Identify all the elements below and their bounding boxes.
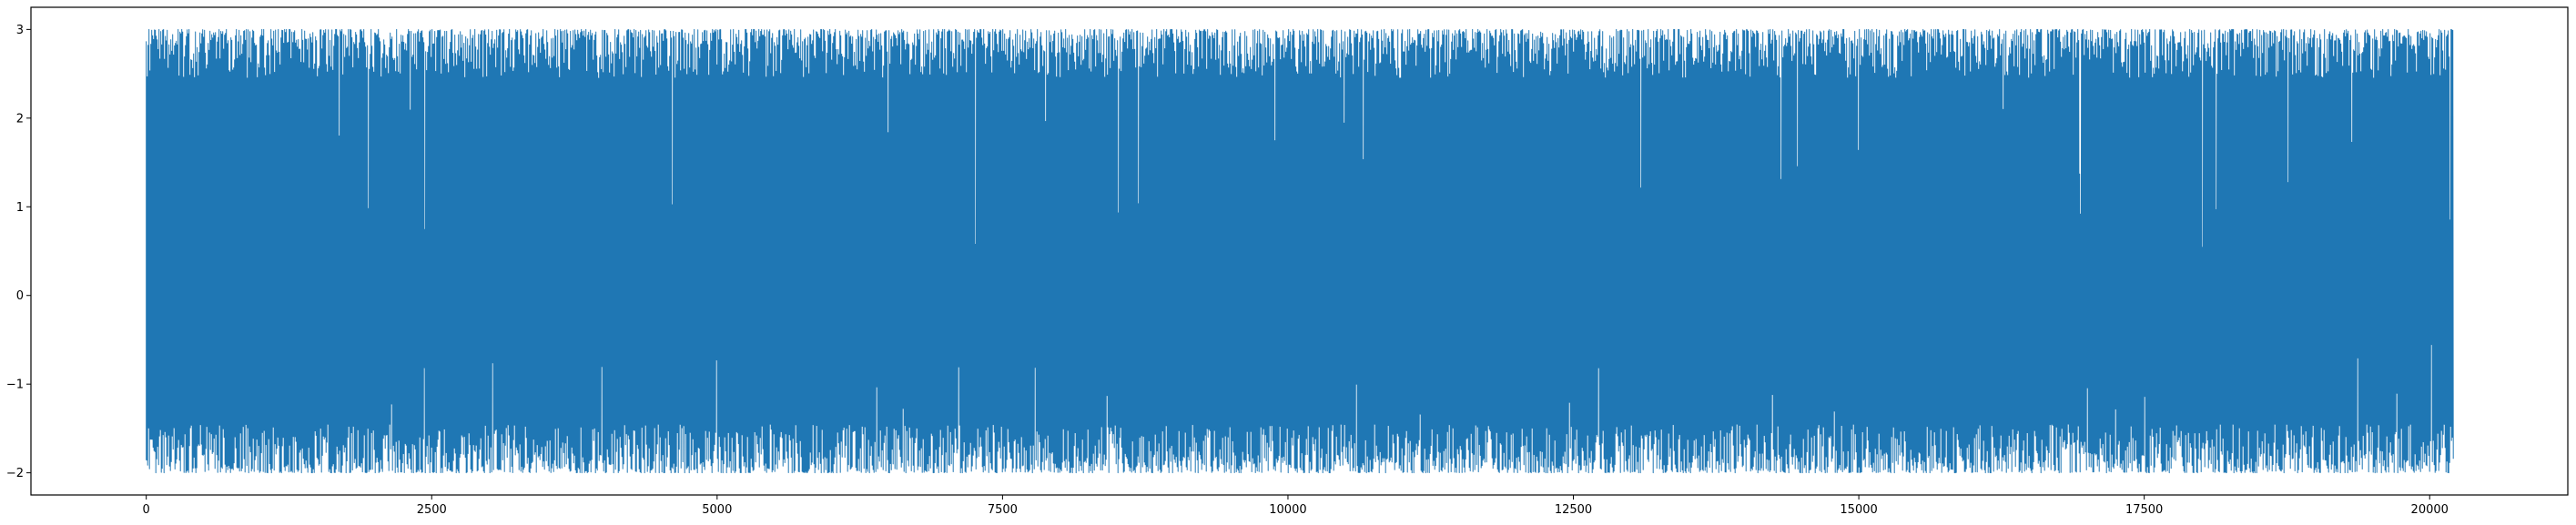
x-tick-label: 17500 [2125, 503, 2163, 517]
y-tick-label: 2 [16, 112, 24, 126]
y-tick-label: 3 [16, 24, 24, 37]
x-tick-label: 12500 [1555, 503, 1592, 517]
x-tick-label: 2500 [417, 503, 447, 517]
axes-frame [30, 6, 2569, 496]
x-tick-label: 10000 [1269, 503, 1306, 517]
series-line-signal [146, 28, 2454, 474]
y-tick-label: −2 [6, 467, 24, 480]
y-tick-label: −1 [6, 379, 24, 392]
x-tick-label: 20000 [2411, 503, 2449, 517]
x-tick-label: 7500 [988, 503, 1018, 517]
x-tick-label: 5000 [702, 503, 732, 517]
x-tick-label: 15000 [1840, 503, 1877, 517]
plot-area [146, 28, 2454, 474]
x-tick-label: 0 [143, 503, 150, 517]
y-axis: −2 −1 0 1 2 3 [6, 24, 31, 480]
y-tick-label: 1 [16, 201, 24, 215]
y-tick-label: 0 [16, 289, 24, 303]
x-axis: 0 2500 5000 7500 10000 12500 15000 17500 20000 [143, 495, 2449, 517]
